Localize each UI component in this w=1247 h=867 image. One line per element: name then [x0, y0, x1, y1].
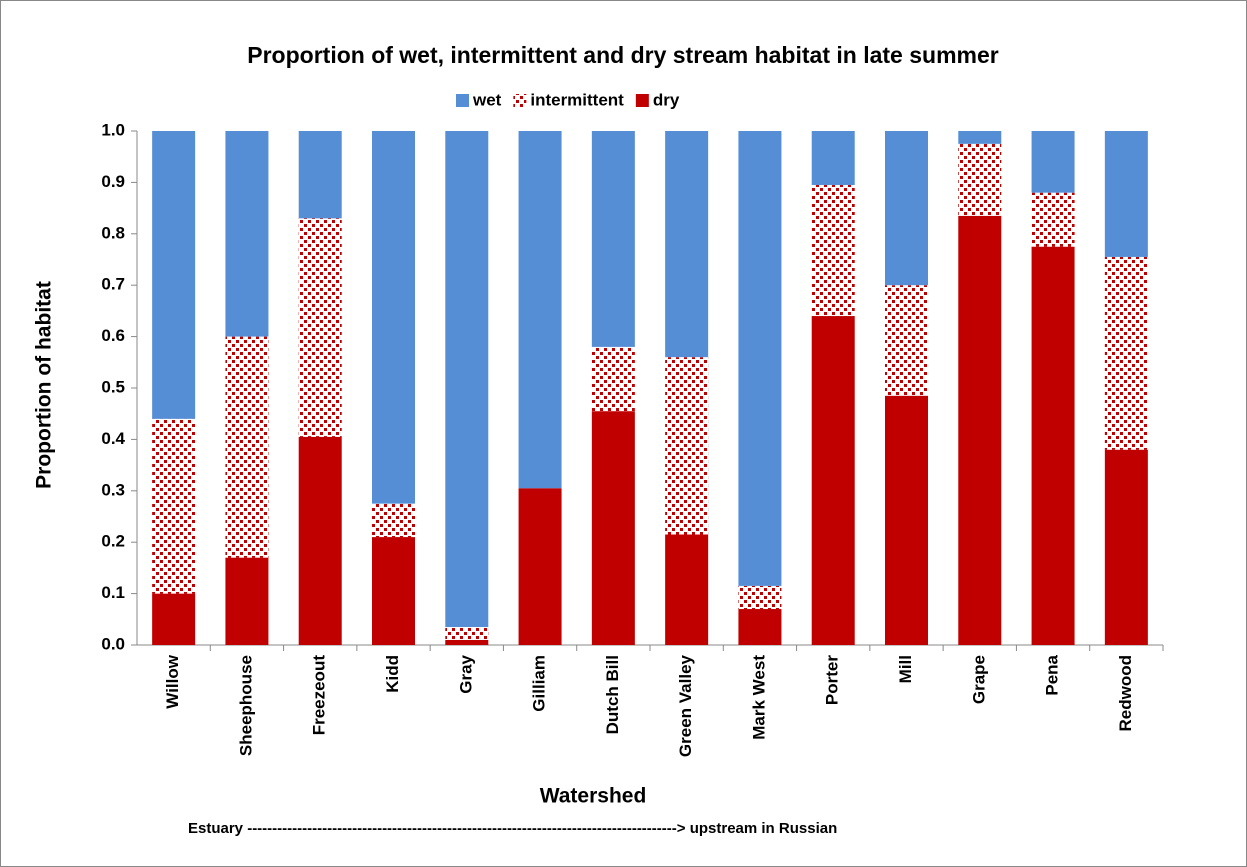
bar-segment	[152, 131, 196, 419]
y-tick-label: 0.0	[101, 634, 125, 653]
bar-segment	[518, 131, 562, 489]
bar-segment	[225, 131, 269, 337]
x-axis-label: Watershed	[540, 785, 647, 808]
annotation: Estuary --------------------------------…	[188, 820, 837, 837]
x-tick-label: Willow	[163, 654, 182, 708]
bar-segment	[1031, 131, 1075, 193]
x-tick-label: Gray	[456, 654, 475, 693]
bar-segment	[1104, 131, 1148, 257]
x-tick-label: Redwood	[1116, 655, 1135, 732]
bar-segment	[298, 218, 342, 437]
bar-segment	[225, 336, 269, 558]
bar-segment	[591, 131, 635, 347]
bar-segment	[958, 143, 1002, 216]
bar-segment	[372, 537, 415, 645]
bar-segment	[885, 285, 928, 396]
y-tick-label: 1.0	[101, 120, 125, 139]
legend-swatch	[635, 94, 649, 107]
y-tick-label: 0.8	[101, 223, 125, 242]
bar-segment	[591, 411, 635, 645]
y-tick-label: 0.7	[101, 275, 125, 294]
y-tick-label: 0.2	[101, 532, 125, 551]
bar-segment	[298, 436, 342, 645]
bar-segment	[518, 488, 562, 645]
x-tick-label: Gilliam	[530, 655, 549, 712]
bar-segment	[665, 357, 709, 535]
legend-swatch	[513, 94, 527, 107]
y-tick-label: 0.6	[101, 326, 125, 345]
x-tick-label: Porter	[823, 655, 842, 705]
bar-segment	[738, 585, 782, 610]
y-tick-label: 0.1	[101, 583, 125, 602]
bar-segment	[445, 639, 489, 645]
x-tick-label: Kidd	[383, 655, 402, 693]
y-tick-label: 0.9	[101, 172, 125, 191]
x-tick-label: Green Valley	[676, 654, 695, 757]
bar-segment	[1031, 246, 1075, 645]
bar-segment	[958, 131, 1002, 144]
bar-segment	[811, 184, 855, 317]
x-tick-label: Pena	[1043, 654, 1062, 695]
y-tick-label: 0.3	[101, 480, 125, 499]
bar-segment	[225, 557, 269, 645]
y-tick-label: 0.5	[101, 377, 125, 396]
x-tick-label: Mark West	[749, 655, 768, 740]
x-tick-label: Grape	[969, 655, 988, 704]
bar-segment	[152, 593, 196, 645]
legend-label: wet	[472, 90, 502, 109]
bar-segment	[372, 503, 415, 538]
bar-segment	[811, 316, 855, 645]
x-tick-label: Mill	[896, 655, 915, 683]
bar-segment	[1104, 449, 1148, 645]
bar-segment	[372, 131, 415, 504]
bar-segment	[738, 131, 782, 586]
x-tick-label: Freezeout	[310, 655, 329, 736]
bar-segment	[445, 131, 489, 628]
bar-segment	[152, 418, 196, 594]
legend-label: dry	[653, 90, 680, 109]
bar-segment	[811, 131, 855, 185]
bar-segment	[885, 131, 928, 286]
bar-segment	[958, 215, 1002, 645]
bar-segment	[591, 346, 635, 412]
legend-label: intermittent	[530, 90, 624, 109]
legend-swatch	[456, 94, 469, 107]
bar-segment	[665, 131, 709, 358]
y-axis-label: Proportion of habitat	[33, 281, 56, 489]
bar-segment	[1031, 192, 1075, 247]
x-tick-label: Dutch Bill	[603, 655, 622, 734]
bar-segment	[298, 131, 342, 219]
bar-segment	[445, 627, 489, 640]
bar-segment	[1104, 256, 1148, 450]
y-tick-label: 0.4	[101, 429, 125, 448]
bar-segment	[738, 609, 782, 645]
bar-segment	[665, 534, 709, 645]
bar-segment	[885, 395, 928, 645]
chart-title: Proportion of wet, intermittent and dry …	[247, 42, 998, 68]
x-tick-label: Sheephouse	[236, 655, 255, 756]
